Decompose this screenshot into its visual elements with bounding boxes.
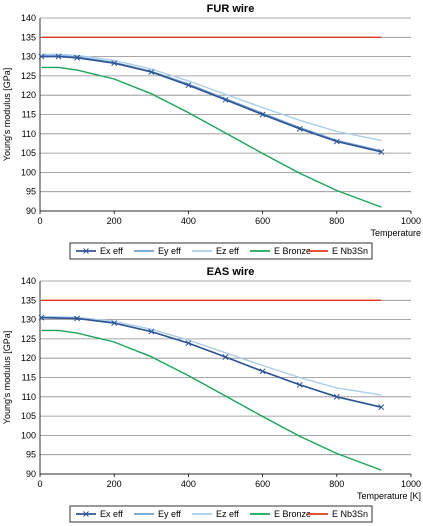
chart0-legend-label-e-nb3sn: E Nb3Sn [332,246,368,256]
chart0-y-tick-label: 90 [26,206,36,216]
chart0-x-tick-label: 400 [181,216,196,226]
chart1-y-tick-label: 140 [21,276,36,286]
chart1-legend-label-e-nb3sn: E Nb3Sn [332,509,368,519]
chart0-x-tick-label: 0 [37,216,42,226]
chart1-x-tick-label: 600 [255,479,270,489]
chart0-x-tick-label: 600 [255,216,270,226]
chart1-y-tick-label: 105 [21,411,36,421]
chart1-y-tick-label: 115 [22,373,36,383]
chart1-y-tick-label: 95 [26,450,36,460]
chart1-x-axis-label: Temperature [K] [357,491,421,501]
chart0-y-axis-label: Young's modulus [GPa] [2,68,12,161]
chart1-legend-label-e-bronze: E Bronze [274,509,311,519]
chart1-x-tick-label: 400 [181,479,196,489]
chart0-point-ex-eff [259,111,266,118]
chart0-legend-label-ex-eff: Ex eff [100,246,123,256]
chart1-point-ex-eff [111,320,118,327]
chart0-series-line-ey-eff [41,55,382,152]
chart0-point-ex-eff [74,54,81,61]
chart0-legend-label-ez-eff: Ez eff [216,246,239,256]
chart1-series-line-ez-eff [41,315,382,396]
chart-eas-wire: EAS wire 90 95 100 105 110 115 120 125 130 135 140 0… [0,263,423,526]
chart0-point-ex-eff [333,138,340,145]
chart1-x-tick-label: 200 [107,479,122,489]
chart1-point-ex-eff [296,381,303,388]
chart1-y-tick-label: 130 [21,315,36,325]
chart1-series-line-ey-eff [41,317,382,408]
chart0-point-ex-eff [55,53,62,60]
chart0-y-tick-label: 110 [22,129,36,139]
chart0-title: FUR wire [207,3,255,15]
chart1-point-ex-eff [148,328,155,335]
chart0-y-tick-label: 120 [21,90,36,100]
chart1-point-ex-eff [222,354,229,360]
chart0-series-line-ez-eff [41,53,382,142]
chart0-point-ex-eff [111,60,118,67]
chart1-y-tick-label: 125 [21,334,36,344]
chart1-legend-box [69,505,373,523]
chart1-x-tick-label: 1000 [401,479,421,489]
chart0-y-tick-label: 135 [21,32,36,42]
chart0-point-ex-eff [185,82,192,89]
chart0-y-tick-label: 125 [21,71,36,81]
chart0-y-tick-label: 95 [26,187,36,197]
chart1-series-line-e-bronze [41,329,382,471]
chart1-point-ex-eff [259,368,266,375]
chart1-y-axis-label: Young's modulus [GPa] [2,331,12,424]
chart1-point-ex-eff [333,393,340,400]
chart1-legend-label-ey-eff: Ey eff [158,509,181,519]
chart1-y-tick-label: 90 [26,469,36,479]
chart0-y-tick-label: 100 [21,167,36,177]
chart1-legend-label-ez-eff: Ez eff [216,509,239,519]
chart1-title: EAS wire [207,266,255,278]
chart1-y-tick-label: 120 [21,353,36,363]
chart0-x-tick-label: 1000 [401,216,421,226]
chart1-x-tick-label: 800 [329,479,344,489]
chart1-legend-label-ex-eff: Ex eff [100,509,123,519]
chart0-legend-box [69,242,373,260]
chart0-point-ex-eff [222,96,229,103]
chart0-series-line-e-bronze [41,66,382,208]
chart1-y-tick-label: 110 [22,392,36,402]
chart1-legend-marker-ex-eff [83,511,89,517]
chart1-point-ex-eff [38,314,45,321]
chart0-y-tick-label: 105 [21,148,36,158]
chart0-x-tick-label: 200 [107,216,122,226]
chart0-legend-marker-ex-eff [83,248,89,254]
chart0-y-tick-label: 130 [21,52,36,62]
chart-fur-svg: FUR wire 90 95 100 105 110 115 120 125 130 135 140 0… [2,3,421,260]
chart0-point-ex-eff [38,53,45,60]
chart0-legend-label-e-bronze: E Bronze [274,246,311,256]
chart0-x-axis-label: Temperature [370,228,421,238]
chart1-point-ex-eff [185,340,192,347]
chart0-y-tick-label: 140 [21,13,36,23]
chart-fur-wire: FUR wire 90 95 100 105 110 115 120 125 130 135 140 0… [2,3,421,260]
chart0-point-ex-eff [378,148,385,155]
chart0-x-tick-label: 800 [329,216,344,226]
chart1-y-tick-label: 100 [21,430,36,440]
chart1-legend: Ex eff Ey eff Ez eff E Bronze E Nb3Sn [69,505,373,523]
chart-eas-svg: EAS wire 90 95 100 105 110 115 120 125 130 135 140 0… [2,266,421,523]
chart1-point-ex-eff [378,404,385,411]
chart0-point-ex-eff [148,69,155,75]
chart1-point-ex-eff [74,315,81,322]
chart0-point-ex-eff [296,125,303,132]
chart1-x-tick-label: 0 [37,479,42,489]
chart1-y-tick-label: 135 [21,295,36,305]
chart0-y-tick-label: 115 [22,110,36,120]
chart0-legend: Ex eff Ey eff Ez eff E Bronze E Nb3Sn [69,242,373,260]
chart1-series-line-ex-eff [41,316,382,408]
chart0-legend-label-ey-eff: Ey eff [158,246,181,256]
